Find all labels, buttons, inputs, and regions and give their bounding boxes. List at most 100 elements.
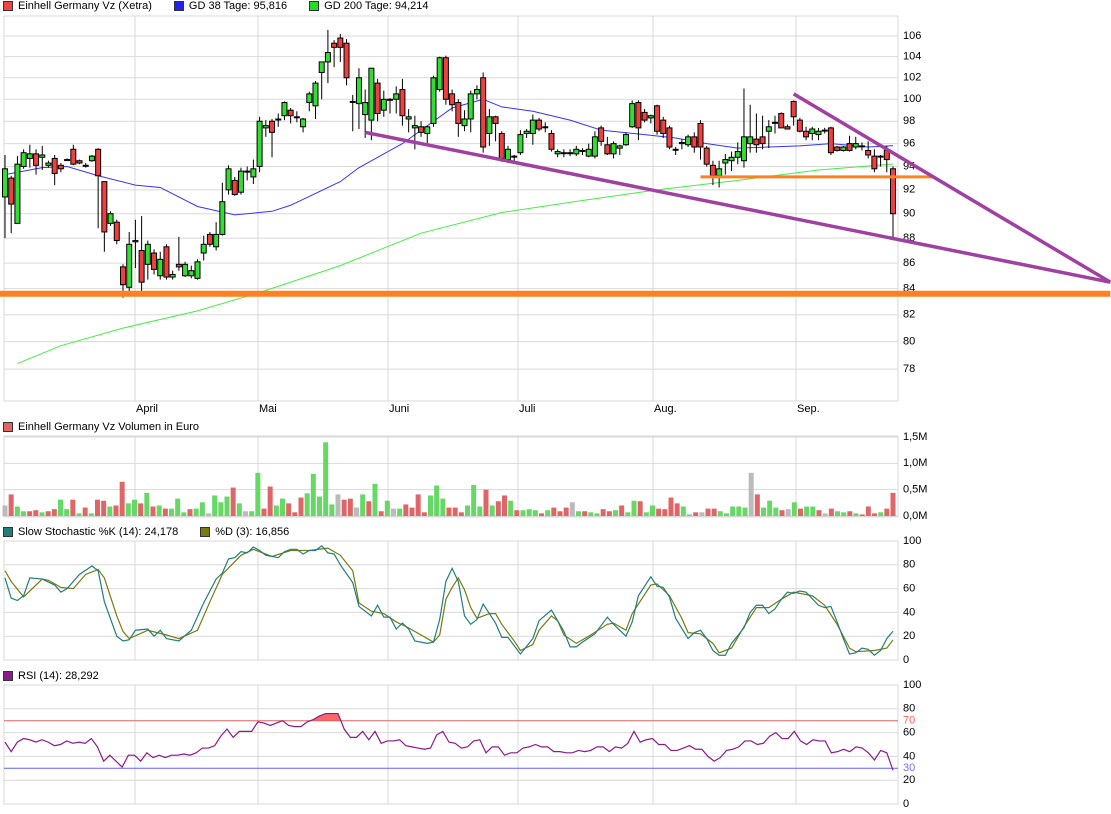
candle: [858, 142, 865, 151]
candle-body: [262, 125, 269, 129]
price-tick-label: 98: [903, 115, 915, 127]
volume-bar: [804, 506, 810, 516]
candle: [436, 56, 443, 92]
volume-bar: [471, 484, 477, 516]
volume-bar: [693, 512, 699, 516]
candle-body: [467, 93, 474, 120]
volume-bar: [798, 508, 803, 516]
volume-bar: [508, 500, 514, 516]
candle-body: [734, 151, 741, 158]
rsi-panel-tick-label: 40: [903, 750, 915, 762]
stoch-k-line: [4, 544, 894, 657]
candle-body: [206, 233, 213, 245]
rsi-panel-tick-label: 60: [903, 727, 915, 739]
candle: [647, 114, 654, 124]
candle-body: [716, 168, 723, 177]
legend-swatch: [200, 527, 211, 537]
volume-bar: [304, 493, 310, 516]
candle: [182, 261, 189, 278]
candle-body: [815, 130, 822, 136]
volume-bar: [656, 508, 662, 516]
candle: [778, 112, 785, 129]
candle-body: [324, 52, 331, 63]
volume-bar: [144, 492, 150, 516]
volume-bar: [477, 506, 483, 516]
candle-body: [504, 148, 511, 161]
candle: [759, 115, 766, 150]
rsi-legend: RSI (14): 28,292: [3, 670, 121, 682]
volume-bar: [230, 487, 236, 516]
month-label: Mai: [259, 403, 277, 415]
candle: [144, 240, 151, 280]
candle-body: [635, 102, 642, 129]
candle: [697, 120, 704, 160]
candle: [399, 78, 406, 126]
candle: [318, 61, 325, 100]
candle-body: [76, 160, 83, 164]
candle-body: [877, 155, 884, 158]
candle-body: [772, 121, 779, 124]
candle: [194, 259, 201, 280]
volume-bar: [773, 507, 779, 516]
volume-bar: [292, 512, 298, 516]
candle-body: [188, 270, 195, 277]
candle: [206, 231, 213, 247]
volume-bar: [822, 513, 828, 516]
candle-body: [890, 168, 896, 215]
volume-legend: Einhell Germany Vz Volumen in Euro: [3, 421, 221, 433]
stochastic-panel-tick-label: 100: [903, 535, 921, 547]
candle-body: [157, 258, 164, 277]
rsi-panel-tick-label: 80: [903, 703, 915, 715]
candle-body: [678, 141, 685, 145]
volume-bar: [631, 500, 637, 516]
candle-body: [318, 61, 325, 73]
volume-bar: [156, 505, 162, 516]
candle-body: [8, 177, 15, 205]
volume-bar: [212, 495, 218, 516]
candle-body: [300, 118, 307, 128]
candle-body: [57, 164, 64, 170]
candle: [691, 132, 698, 153]
candle-body: [14, 163, 21, 224]
volume-bar: [298, 497, 304, 516]
price-tick-label: 86: [903, 257, 915, 269]
candle-body: [790, 100, 797, 118]
candle: [709, 160, 716, 186]
volume-bar: [280, 498, 285, 516]
candle: [536, 117, 543, 132]
volume-bar: [687, 514, 692, 516]
candle: [95, 148, 102, 229]
stochastic-legend: Slow Stochastic %K (14): 24,178 %D (3): 1…: [3, 526, 311, 538]
candle-body: [250, 168, 257, 178]
candle-body: [70, 148, 77, 165]
price-tick-label: 102: [903, 72, 921, 84]
gd200-line: [17, 163, 894, 365]
candle-body: [784, 126, 791, 130]
volume-bar: [841, 512, 847, 516]
volume-bar: [428, 495, 433, 516]
candle-body: [26, 153, 33, 159]
candle-body: [461, 118, 468, 127]
legend-label: Einhell Germany Vz (Xetra): [18, 0, 152, 12]
candle: [827, 126, 834, 155]
candle: [300, 117, 307, 133]
volume-bar: [816, 510, 822, 516]
candle-body: [82, 164, 89, 167]
candle: [64, 158, 71, 162]
volume-bar: [169, 508, 174, 516]
candle-body: [33, 153, 40, 166]
volume-bar: [360, 494, 366, 516]
candle: [672, 147, 679, 155]
candle-body: [411, 125, 418, 129]
stochastic-panel-tick-label: 0: [903, 654, 909, 666]
volume-bar: [434, 485, 440, 516]
candle: [8, 175, 15, 234]
volume-bar: [409, 507, 415, 516]
candle-body: [374, 82, 381, 114]
price-tick-label: 96: [903, 138, 915, 150]
candle: [591, 131, 598, 159]
candle: [455, 99, 462, 137]
volume-bar: [532, 510, 538, 516]
candle-body: [455, 102, 462, 124]
volume-bar: [119, 481, 125, 516]
